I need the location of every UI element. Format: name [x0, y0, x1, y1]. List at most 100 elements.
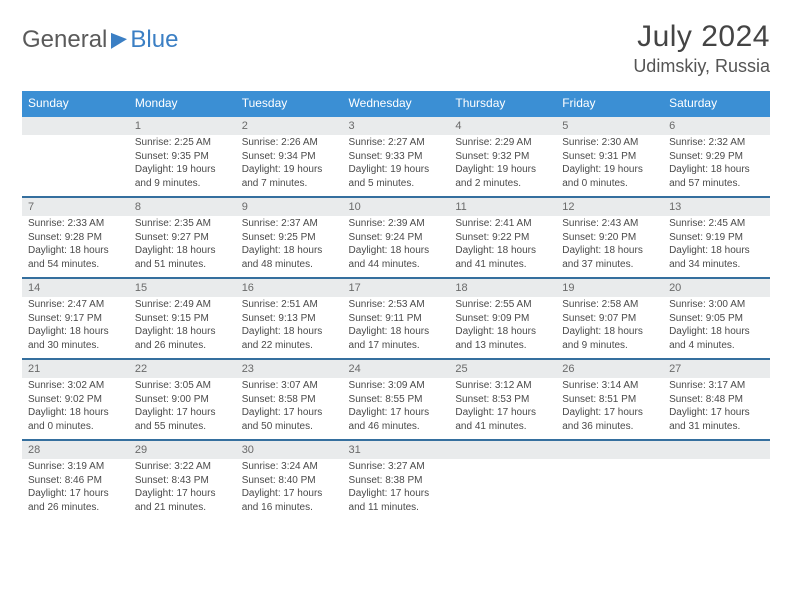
sunrise-text: Sunrise: 3:22 AM: [135, 460, 230, 474]
day-cell: Sunrise: 2:45 AMSunset: 9:19 PMDaylight:…: [663, 216, 770, 278]
sunset-text: Sunset: 8:46 PM: [28, 474, 123, 488]
day-cell: [556, 459, 663, 520]
daylight-text: and 11 minutes.: [349, 501, 444, 515]
daylight-text: and 44 minutes.: [349, 258, 444, 272]
day-cell: Sunrise: 2:30 AMSunset: 9:31 PMDaylight:…: [556, 135, 663, 197]
brand-part2: Blue: [130, 26, 178, 54]
sunset-text: Sunset: 8:53 PM: [455, 393, 550, 407]
daylight-text: Daylight: 17 hours: [242, 406, 337, 420]
sunset-text: Sunset: 8:38 PM: [349, 474, 444, 488]
weekday-header: Monday: [129, 91, 236, 116]
sunrise-text: Sunrise: 3:07 AM: [242, 379, 337, 393]
day-cell: Sunrise: 2:33 AMSunset: 9:28 PMDaylight:…: [22, 216, 129, 278]
sunrise-text: Sunrise: 2:27 AM: [349, 136, 444, 150]
day-content-row: Sunrise: 2:33 AMSunset: 9:28 PMDaylight:…: [22, 216, 770, 278]
day-number: 10: [343, 197, 450, 216]
sunrise-text: Sunrise: 3:02 AM: [28, 379, 123, 393]
day-number: 1: [129, 116, 236, 135]
sunrise-text: Sunrise: 3:27 AM: [349, 460, 444, 474]
sunrise-text: Sunrise: 2:49 AM: [135, 298, 230, 312]
sunset-text: Sunset: 9:19 PM: [669, 231, 764, 245]
daylight-text: and 0 minutes.: [28, 420, 123, 434]
sunrise-text: Sunrise: 3:00 AM: [669, 298, 764, 312]
day-content-row: Sunrise: 3:02 AMSunset: 9:02 PM Daylight:…: [22, 378, 770, 440]
sunrise-text: Sunrise: 2:35 AM: [135, 217, 230, 231]
sunrise-text: Sunrise: 3:05 AM: [135, 379, 230, 393]
daylight-text: Daylight: 18 hours: [669, 325, 764, 339]
sunrise-text: Sunrise: 2:47 AM: [28, 298, 123, 312]
day-cell: Sunrise: 2:37 AMSunset: 9:25 PMDaylight:…: [236, 216, 343, 278]
day-number: 15: [129, 278, 236, 297]
daylight-text: Daylight: 18 hours: [669, 244, 764, 258]
daylight-text: Daylight: 18 hours: [455, 244, 550, 258]
daylight-text: and 4 minutes.: [669, 339, 764, 353]
day-number: 30: [236, 440, 343, 459]
day-number: 2: [236, 116, 343, 135]
sunset-text: Sunset: 8:40 PM: [242, 474, 337, 488]
location-label: Udimskiy, Russia: [633, 56, 770, 77]
day-number: 27: [663, 359, 770, 378]
sunset-text: Sunset: 8:43 PM: [135, 474, 230, 488]
day-number: 5: [556, 116, 663, 135]
daylight-text: and 22 minutes.: [242, 339, 337, 353]
sunset-text: Sunset: 9:02 PM: [28, 393, 123, 407]
day-content-row: Sunrise: 2:25 AMSunset: 9:35 PMDaylight:…: [22, 135, 770, 197]
daylight-text: Daylight: 19 hours: [562, 163, 657, 177]
daylight-text: and 21 minutes.: [135, 501, 230, 515]
day-number: 6: [663, 116, 770, 135]
sunrise-text: Sunrise: 2:58 AM: [562, 298, 657, 312]
day-number: 3: [343, 116, 450, 135]
daylight-text: and 17 minutes.: [349, 339, 444, 353]
day-number: 14: [22, 278, 129, 297]
sunset-text: Sunset: 9:17 PM: [28, 312, 123, 326]
day-cell: Sunrise: 2:49 AMSunset: 9:15 PMDaylight:…: [129, 297, 236, 359]
day-cell: Sunrise: 2:41 AMSunset: 9:22 PMDaylight:…: [449, 216, 556, 278]
day-cell: Sunrise: 3:12 AMSunset: 8:53 PMDaylight:…: [449, 378, 556, 440]
page-header: General Blue July 2024 Udimskiy, Russia: [22, 20, 770, 77]
day-number: 7: [22, 197, 129, 216]
day-cell: Sunrise: 3:00 AMSunset: 9:05 PMDaylight:…: [663, 297, 770, 359]
daylight-text: Daylight: 18 hours: [135, 325, 230, 339]
weekday-header: Sunday: [22, 91, 129, 116]
daylight-text: Daylight: 18 hours: [242, 325, 337, 339]
sunrise-text: Sunrise: 2:32 AM: [669, 136, 764, 150]
day-cell: Sunrise: 3:02 AMSunset: 9:02 PMDaylight:…: [22, 378, 129, 440]
day-number: [663, 440, 770, 459]
sunset-text: Sunset: 9:22 PM: [455, 231, 550, 245]
day-cell: Sunrise: 2:35 AMSunset: 9:27 PMDaylight:…: [129, 216, 236, 278]
daylight-text: Daylight: 18 hours: [28, 325, 123, 339]
daylight-text: Daylight: 18 hours: [455, 325, 550, 339]
day-cell: Sunrise: 3:05 AMSunset: 9:00 PMDaylight:…: [129, 378, 236, 440]
daylight-text: and 26 minutes.: [135, 339, 230, 353]
day-cell: Sunrise: 2:39 AMSunset: 9:24 PMDaylight:…: [343, 216, 450, 278]
daylight-text: and 51 minutes.: [135, 258, 230, 272]
sunset-text: Sunset: 9:32 PM: [455, 150, 550, 164]
day-cell: Sunrise: 2:58 AMSunset: 9:07 PMDaylight:…: [556, 297, 663, 359]
sunset-text: Sunset: 8:55 PM: [349, 393, 444, 407]
daylight-text: Daylight: 17 hours: [349, 487, 444, 501]
sunset-text: Sunset: 9:20 PM: [562, 231, 657, 245]
sunset-text: Sunset: 8:58 PM: [242, 393, 337, 407]
daylight-text: Daylight: 18 hours: [562, 244, 657, 258]
daylight-text: Daylight: 18 hours: [669, 163, 764, 177]
daylight-text: Daylight: 18 hours: [349, 325, 444, 339]
day-number: 12: [556, 197, 663, 216]
daylight-text: Daylight: 17 hours: [28, 487, 123, 501]
sunset-text: Sunset: 8:51 PM: [562, 393, 657, 407]
sunset-text: Sunset: 9:13 PM: [242, 312, 337, 326]
sunrise-text: Sunrise: 2:29 AM: [455, 136, 550, 150]
sunset-text: Sunset: 9:00 PM: [135, 393, 230, 407]
day-number-row: 7 8 9 10 11 12 13: [22, 197, 770, 216]
sunset-text: Sunset: 9:31 PM: [562, 150, 657, 164]
sunrise-text: Sunrise: 2:43 AM: [562, 217, 657, 231]
sunset-text: Sunset: 9:15 PM: [135, 312, 230, 326]
day-cell: Sunrise: 2:53 AMSunset: 9:11 PMDaylight:…: [343, 297, 450, 359]
sunset-text: Sunset: 9:28 PM: [28, 231, 123, 245]
sunrise-text: Sunrise: 2:51 AM: [242, 298, 337, 312]
daylight-text: Daylight: 17 hours: [349, 406, 444, 420]
daylight-text: and 9 minutes.: [562, 339, 657, 353]
day-number: 25: [449, 359, 556, 378]
day-cell: Sunrise: 2:43 AMSunset: 9:20 PMDaylight:…: [556, 216, 663, 278]
sunrise-text: Sunrise: 3:24 AM: [242, 460, 337, 474]
sunset-text: Sunset: 9:29 PM: [669, 150, 764, 164]
